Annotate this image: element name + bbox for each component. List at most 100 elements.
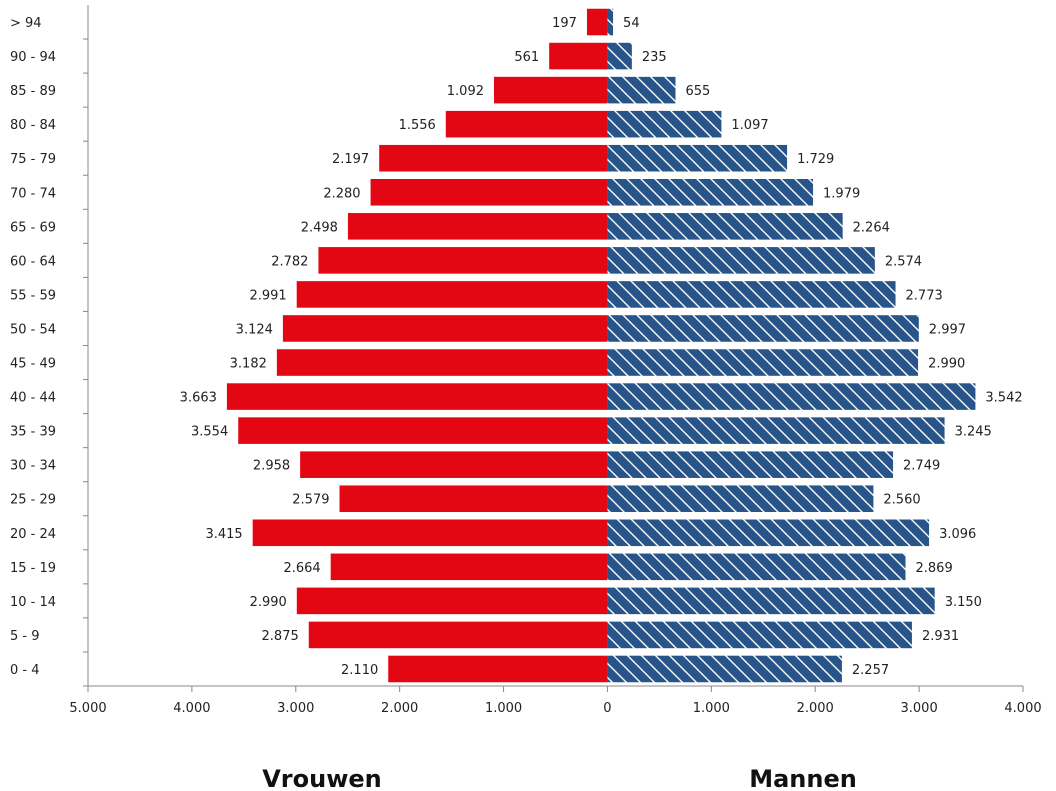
value-label-mannen: 2.560: [883, 493, 920, 508]
x-tick-label: 2.000: [381, 701, 418, 716]
category-label: 10 - 14: [10, 595, 56, 610]
bar-mannen: [607, 553, 906, 581]
bar-mannen: [607, 281, 896, 308]
legend: Vrouwen Mannen: [262, 765, 857, 791]
value-label-mannen: 2.869: [916, 561, 953, 576]
x-tick-label: 4.000: [1004, 701, 1041, 716]
category-label: > 94: [10, 16, 42, 31]
value-label-vrouwen: 3.663: [180, 391, 217, 406]
value-label-mannen: 2.257: [852, 663, 889, 678]
value-label-vrouwen: 3.554: [191, 425, 228, 440]
bar-mannen: [607, 110, 722, 138]
category-label: 55 - 59: [10, 288, 56, 303]
value-label-vrouwen: 3.124: [236, 322, 273, 337]
legend-label-mannen: Mannen: [749, 765, 857, 791]
bar-vrouwen: [296, 281, 608, 308]
value-label-mannen: 2.990: [928, 357, 965, 372]
value-label-vrouwen: 2.498: [301, 220, 338, 235]
bar-mannen: [607, 485, 874, 513]
bar-vrouwen: [370, 178, 608, 206]
value-label-mannen: 2.574: [885, 254, 922, 269]
value-label-vrouwen: 561: [514, 50, 539, 65]
category-label: 25 - 29: [10, 493, 56, 508]
bar-mannen: [607, 417, 945, 444]
value-label-mannen: 1.729: [797, 152, 834, 167]
value-label-vrouwen: 2.579: [292, 493, 329, 508]
bar-mannen: [607, 8, 614, 36]
value-label-mannen: 3.096: [939, 527, 976, 542]
value-labels: 2.110 2.257 2.875 2.931 2.990 3.150 2.664 2.869…: [180, 16, 1023, 678]
category-label: 50 - 54: [10, 322, 56, 337]
value-label-mannen: 1.097: [731, 118, 768, 133]
category-label: 65 - 69: [10, 220, 56, 235]
bar-mannen: [607, 213, 843, 240]
bar-vrouwen: [347, 213, 608, 240]
category-label: 35 - 39: [10, 425, 56, 440]
bar-vrouwen: [300, 451, 608, 478]
category-label: 15 - 19: [10, 561, 56, 576]
bar-vrouwen: [379, 144, 608, 172]
value-label-vrouwen: 1.092: [447, 84, 484, 99]
bar-mannen: [607, 587, 935, 615]
category-label: 70 - 74: [10, 186, 56, 201]
axes: 5.000 4.000 3.000 2.000 1.000 0 1.000 2.000 3.00…: [10, 5, 1042, 716]
bar-vrouwen: [282, 315, 608, 342]
category-label: 30 - 34: [10, 459, 56, 474]
value-label-mannen: 235: [642, 50, 667, 65]
value-label-mannen: 2.931: [922, 629, 959, 644]
value-label-mannen: 1.979: [823, 186, 860, 201]
value-label-mannen: 3.150: [945, 595, 982, 610]
category-label: 45 - 49: [10, 357, 56, 372]
bar-vrouwen: [339, 485, 608, 513]
value-label-vrouwen: 2.991: [249, 288, 286, 303]
bar-vrouwen: [388, 655, 608, 683]
bar-mannen: [607, 42, 632, 70]
value-label-vrouwen: 3.415: [205, 527, 242, 542]
value-label-vrouwen: 2.664: [283, 561, 320, 576]
x-tick-label: 2.000: [797, 701, 834, 716]
bar-vrouwen: [318, 247, 608, 274]
value-label-vrouwen: 2.280: [323, 186, 360, 201]
bar-mannen: [607, 655, 842, 683]
value-label-vrouwen: 2.958: [253, 459, 290, 474]
value-label-vrouwen: 197: [552, 16, 577, 31]
value-label-mannen: 54: [623, 16, 640, 31]
value-label-vrouwen: 2.782: [271, 254, 308, 269]
bar-mannen: [607, 178, 814, 206]
category-label: 5 - 9: [10, 629, 40, 644]
bar-vrouwen: [493, 76, 608, 104]
x-tick-label: 1.000: [693, 701, 730, 716]
bar-mannen: [607, 621, 912, 649]
bar-vrouwen: [238, 417, 608, 444]
value-label-vrouwen: 2.197: [332, 152, 369, 167]
value-label-mannen: 2.997: [929, 322, 966, 337]
category-label: 85 - 89: [10, 84, 56, 99]
bar-mannen: [607, 451, 894, 478]
category-label: 60 - 64: [10, 254, 56, 269]
value-label-vrouwen: 1.556: [399, 118, 436, 133]
bar-vrouwen: [549, 42, 608, 70]
legend-label-vrouwen: Vrouwen: [262, 765, 382, 791]
value-label-vrouwen: 2.990: [250, 595, 287, 610]
bar-mannen: [607, 144, 788, 172]
bar-vrouwen: [226, 383, 608, 410]
bar-vrouwen: [330, 553, 608, 581]
value-label-mannen: 655: [685, 84, 710, 99]
bar-mannen: [607, 76, 676, 104]
bar-vrouwen: [276, 349, 608, 376]
category-label: 0 - 4: [10, 663, 40, 678]
category-label: 90 - 94: [10, 50, 56, 65]
value-label-vrouwen: 3.182: [230, 357, 267, 372]
bar-mannen: [607, 349, 919, 376]
bar-vrouwen: [445, 110, 608, 138]
value-label-mannen: 2.773: [906, 288, 943, 303]
value-label-mannen: 3.542: [985, 391, 1022, 406]
x-tick-label: 3.000: [277, 701, 314, 716]
x-tick-label: 0: [603, 701, 611, 716]
value-label-vrouwen: 2.875: [262, 629, 299, 644]
bar-vrouwen: [252, 519, 608, 547]
bar-vrouwen: [586, 8, 608, 36]
bars: [226, 8, 976, 683]
category-label: 40 - 44: [10, 391, 56, 406]
